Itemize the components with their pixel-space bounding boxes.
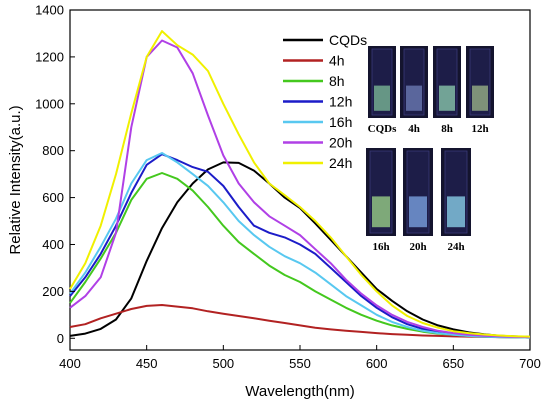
vial-top-1-glow xyxy=(374,85,390,111)
vial-label-cqds: CQDs xyxy=(368,123,397,135)
vial-bottom-1 xyxy=(366,148,396,236)
vial-label-20h: 20h xyxy=(409,241,426,253)
vial-bottom-3-glow xyxy=(447,196,465,228)
legend-label-4h: 4h xyxy=(329,53,345,69)
vial-label-12h: 12h xyxy=(471,123,488,135)
vial-bottom-2 xyxy=(403,148,433,236)
vial-top-2 xyxy=(400,46,428,118)
vial-photo-inset: CQDs 4h 8h 12h 16h 20h 24h xyxy=(366,46,494,253)
vial-top-3-glow xyxy=(439,85,455,111)
legend-label-16h: 16h xyxy=(329,114,352,130)
legend-label-24h: 24h xyxy=(329,155,352,171)
vial-label-4h: 4h xyxy=(408,123,420,135)
vial-label-24h: 24h xyxy=(447,241,464,253)
vial-bottom-1-glow xyxy=(372,196,390,228)
y-tick-label-1000: 1000 xyxy=(35,96,64,111)
y-tick-label-400: 400 xyxy=(42,237,64,252)
axis-layer: 400 450 500 550 600 650 700 0 200 400 600 800 1000 12… xyxy=(35,3,541,372)
y-axis-label: Relative Intensity(a.u.) xyxy=(7,105,24,254)
series-line-16h xyxy=(69,152,531,339)
y-tick-label-1200: 1200 xyxy=(35,49,64,64)
y-tick-label-1400: 1400 xyxy=(35,3,64,18)
y-tick-label-200: 200 xyxy=(42,284,64,299)
vial-label-16h: 16h xyxy=(372,241,389,253)
vial-bottom-2-glow xyxy=(409,196,427,228)
x-tick-label-700: 700 xyxy=(519,356,541,371)
series-line-4h xyxy=(69,304,531,339)
legend-label-20h: 20h xyxy=(329,135,352,151)
vial-top-1 xyxy=(368,46,396,118)
series-line-24h xyxy=(69,30,531,338)
y-tick-label-0: 0 xyxy=(57,331,64,346)
legend-label-8h: 8h xyxy=(329,73,345,89)
series-layer xyxy=(69,30,531,339)
x-tick-label-500: 500 xyxy=(212,356,234,371)
vial-top-2-glow xyxy=(406,85,422,111)
y-tick-label-600: 600 xyxy=(42,190,64,205)
x-tick-label-550: 550 xyxy=(289,356,311,371)
legend-label-12h: 12h xyxy=(329,94,352,110)
legend: CQDs 4h 8h 12h 16h 20h 24h xyxy=(283,32,367,171)
y-tick-label-800: 800 xyxy=(42,143,64,158)
x-axis-label: Wavelength(nm) xyxy=(245,383,354,400)
vial-top-3 xyxy=(433,46,461,118)
x-tick-label-450: 450 xyxy=(136,356,158,371)
vial-top-4 xyxy=(466,46,494,118)
x-tick-label-600: 600 xyxy=(366,356,388,371)
vial-top-4-glow xyxy=(472,85,488,111)
legend-label-cqds: CQDs xyxy=(329,32,367,48)
x-tick-label-400: 400 xyxy=(59,356,81,371)
vial-bottom-3 xyxy=(441,148,471,236)
x-tick-label-650: 650 xyxy=(442,356,464,371)
vial-label-8h: 8h xyxy=(441,123,453,135)
